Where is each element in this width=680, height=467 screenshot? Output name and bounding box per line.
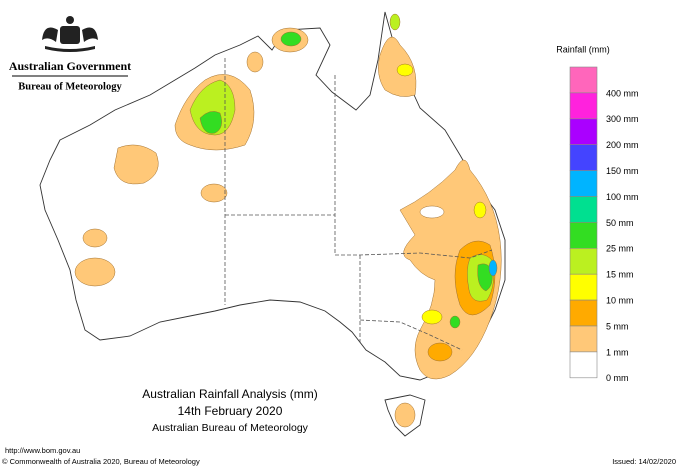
legend-label: 400 mm bbox=[606, 88, 639, 98]
legend-label: 0 mm bbox=[606, 373, 629, 383]
legend-swatch bbox=[569, 299, 598, 327]
legend-label: 200 mm bbox=[606, 140, 639, 150]
legend-swatch bbox=[569, 92, 598, 120]
title-line-2: 14th February 2020 bbox=[178, 404, 283, 418]
legend-label: 100 mm bbox=[606, 192, 639, 202]
legend-swatch bbox=[569, 66, 598, 94]
legend-swatch bbox=[569, 222, 598, 249]
legend-swatch bbox=[569, 273, 598, 301]
footer-issued: Issued: 14/02/2020 bbox=[612, 457, 676, 466]
legend-label: 1 mm bbox=[606, 347, 629, 357]
state-borders bbox=[224, 58, 493, 351]
agency-name: Bureau of Meteorology bbox=[18, 81, 122, 92]
legend: 400 mm 300 mm 200 mm 150 mm 100 mm 50 mm 25 mm… bbox=[569, 66, 639, 383]
legend-swatch bbox=[569, 351, 598, 379]
legend-label: 15 mm bbox=[606, 270, 634, 280]
legend-swatch bbox=[569, 170, 598, 197]
legend-swatch bbox=[569, 248, 598, 275]
title-line-1: Australian Rainfall Analysis (mm) bbox=[142, 387, 317, 401]
legend-label: 300 mm bbox=[606, 114, 639, 124]
rainfall-areas bbox=[74, 13, 502, 428]
footer-url: http://www.bom.gov.au bbox=[5, 446, 80, 455]
title-line-3: Australian Bureau of Meteorology bbox=[152, 422, 309, 434]
legend-label: 10 mm bbox=[606, 295, 634, 305]
footer-copyright: © Commonwealth of Australia 2020, Bureau… bbox=[2, 457, 200, 466]
mainland bbox=[39, 11, 506, 381]
legend-swatch bbox=[569, 325, 598, 353]
legend-label: 5 mm bbox=[606, 321, 629, 331]
legend-swatch bbox=[569, 144, 598, 171]
legend-label: 25 mm bbox=[606, 244, 634, 254]
legend-label: 150 mm bbox=[606, 166, 639, 176]
legend-title: Rainfall (mm) bbox=[556, 44, 610, 54]
legend-swatch bbox=[569, 196, 598, 223]
crest bbox=[42, 16, 98, 52]
government-name: Australian Government bbox=[9, 59, 131, 73]
legend-label: 50 mm bbox=[606, 218, 634, 228]
legend-swatch bbox=[569, 118, 598, 146]
